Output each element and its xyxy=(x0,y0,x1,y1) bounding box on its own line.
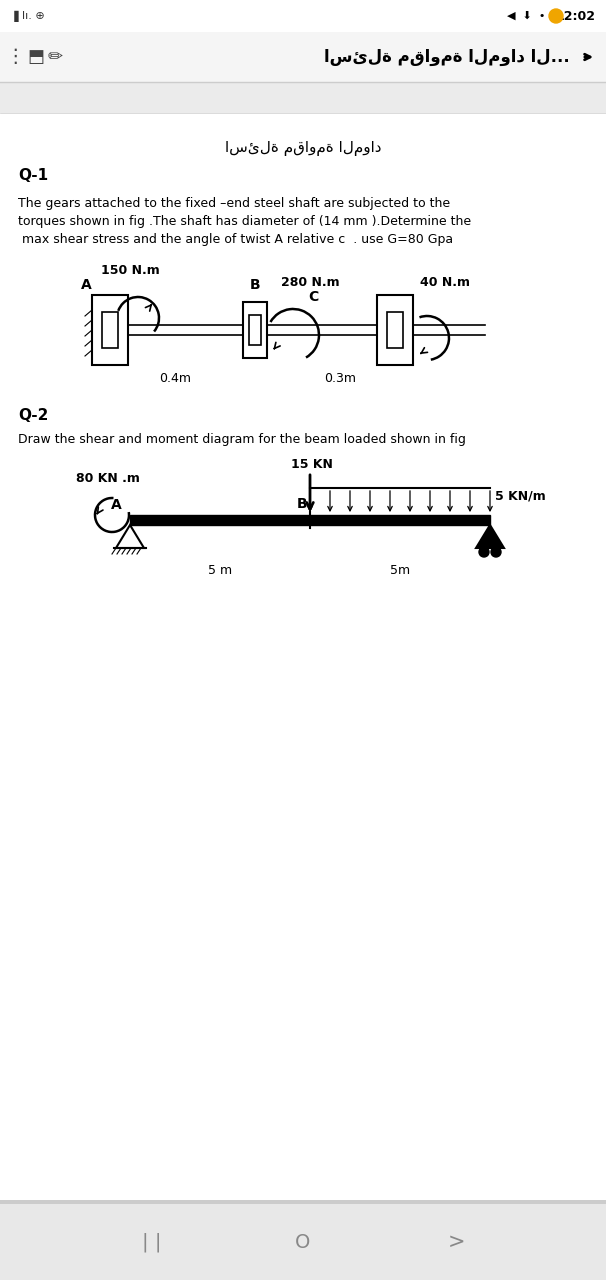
Bar xyxy=(102,312,118,348)
Text: Q-2: Q-2 xyxy=(18,407,48,422)
Bar xyxy=(243,302,267,358)
Text: ◀  ⬇  •: ◀ ⬇ • xyxy=(507,12,545,20)
Text: | |: | | xyxy=(142,1233,162,1252)
Text: 150 N.m: 150 N.m xyxy=(101,264,159,276)
Bar xyxy=(0,1201,606,1204)
Text: ⬒: ⬒ xyxy=(27,47,44,67)
Text: O: O xyxy=(295,1233,311,1252)
Text: 0.3m: 0.3m xyxy=(324,371,356,384)
Text: 40 N.m: 40 N.m xyxy=(420,275,470,288)
Bar xyxy=(0,0,606,32)
Bar xyxy=(249,315,261,346)
Text: 280 N.m: 280 N.m xyxy=(281,275,339,288)
Text: 15 KN: 15 KN xyxy=(291,457,333,471)
Bar xyxy=(130,515,490,525)
Bar xyxy=(92,294,128,365)
Text: 5m: 5m xyxy=(390,563,410,576)
Text: ✏: ✏ xyxy=(47,47,62,67)
Bar xyxy=(0,83,606,113)
Text: 80 KN .m: 80 KN .m xyxy=(76,471,140,485)
Text: 5 m: 5 m xyxy=(208,563,232,576)
Bar xyxy=(387,312,403,348)
Text: 5 KN/m: 5 KN/m xyxy=(495,489,546,503)
Text: ⋮: ⋮ xyxy=(5,47,25,67)
Text: >: > xyxy=(447,1231,465,1252)
Text: 0.4m: 0.4m xyxy=(159,371,191,384)
Polygon shape xyxy=(116,525,144,548)
Text: B: B xyxy=(250,278,261,292)
Text: Draw the shear and moment diagram for the beam loaded shown in fig: Draw the shear and moment diagram for th… xyxy=(18,434,466,447)
Text: 12:02: 12:02 xyxy=(556,9,596,23)
Circle shape xyxy=(549,9,563,23)
Text: The gears attached to the fixed –end steel shaft are subjected to the: The gears attached to the fixed –end ste… xyxy=(18,197,450,210)
Text: A: A xyxy=(111,498,121,512)
Polygon shape xyxy=(476,525,504,548)
Text: A: A xyxy=(81,278,92,292)
Text: B: B xyxy=(297,497,307,511)
Text: ▐ lı. ⊕: ▐ lı. ⊕ xyxy=(10,10,45,22)
Text: Q-1: Q-1 xyxy=(18,168,48,183)
Bar xyxy=(377,294,413,365)
Text: max shear stress and the angle of twist A relative c  . use G=80 Gpa: max shear stress and the angle of twist … xyxy=(18,233,453,247)
Text: C: C xyxy=(308,291,318,303)
Bar xyxy=(0,1204,606,1280)
Circle shape xyxy=(479,547,489,557)
Bar xyxy=(92,308,100,352)
Circle shape xyxy=(491,547,501,557)
Text: torques shown in fig .The shaft has diameter of (14 mm ).Determine the: torques shown in fig .The shaft has diam… xyxy=(18,215,471,229)
Text: اسئلة مقاومة المواد: اسئلة مقاومة المواد xyxy=(225,141,381,155)
Text: اسئلة مقاومة المواد ال...: اسئلة مقاومة المواد ال... xyxy=(324,47,570,67)
Bar xyxy=(0,32,606,82)
